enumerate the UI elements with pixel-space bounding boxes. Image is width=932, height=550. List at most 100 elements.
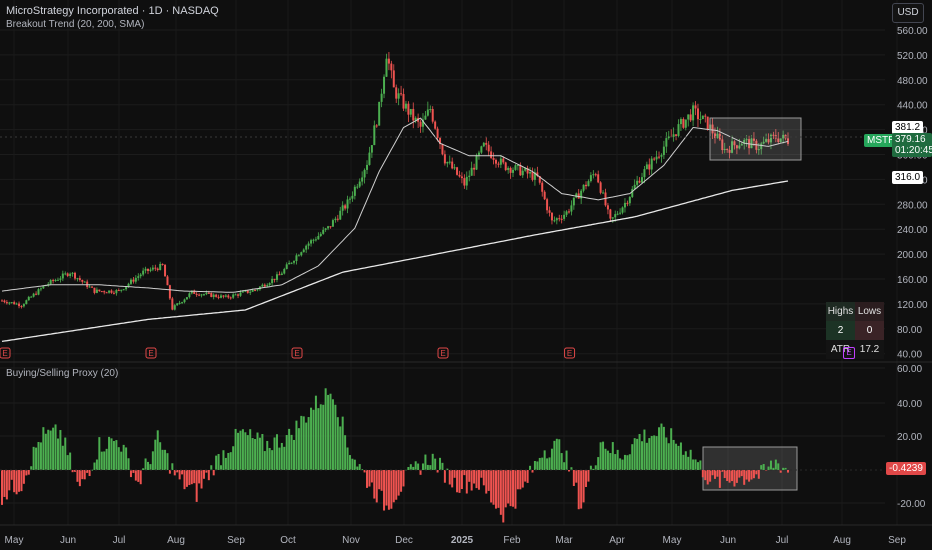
histogram-bar bbox=[679, 442, 682, 470]
histogram-bar bbox=[400, 470, 403, 492]
candle-body bbox=[69, 273, 72, 276]
histogram-bar bbox=[98, 437, 101, 470]
histogram-bar bbox=[670, 428, 673, 470]
histogram-bar bbox=[115, 440, 118, 470]
histogram-bar bbox=[589, 465, 592, 470]
histogram-bar bbox=[151, 451, 154, 470]
candle-body bbox=[499, 158, 502, 165]
histogram-bar bbox=[580, 470, 583, 509]
histogram-bar bbox=[485, 470, 488, 494]
candle-body bbox=[234, 294, 237, 296]
earnings-marker[interactable] bbox=[564, 347, 576, 359]
histogram-bar bbox=[198, 470, 201, 484]
histogram-bar bbox=[611, 442, 614, 470]
candle-body bbox=[682, 118, 685, 128]
candle-body bbox=[64, 273, 67, 275]
histogram-bar bbox=[156, 430, 159, 470]
candle-body bbox=[42, 286, 45, 289]
candle-body bbox=[207, 292, 210, 294]
price-tick-label: 160.00 bbox=[897, 275, 928, 286]
candle-body bbox=[400, 93, 403, 95]
candle-body bbox=[239, 292, 242, 296]
earnings-marker[interactable] bbox=[437, 347, 449, 359]
candle-body bbox=[151, 267, 154, 270]
histogram-bar bbox=[166, 453, 169, 470]
histogram-bar bbox=[662, 426, 665, 470]
histogram-bar bbox=[692, 459, 695, 470]
indicator-tick-label: 60.00 bbox=[897, 364, 922, 375]
histogram-bar bbox=[587, 470, 590, 482]
candle-body bbox=[653, 158, 656, 160]
candle-body bbox=[621, 207, 624, 213]
candle-body bbox=[310, 240, 313, 244]
histogram-bar bbox=[212, 470, 215, 476]
histogram-bar bbox=[188, 470, 191, 486]
earnings-marker[interactable] bbox=[291, 347, 303, 359]
candle-body bbox=[679, 118, 682, 125]
candle-body bbox=[439, 137, 442, 145]
histogram-bar bbox=[69, 452, 72, 470]
candle-body bbox=[718, 133, 721, 140]
candle-body bbox=[375, 125, 378, 127]
highs-header: Highs bbox=[826, 302, 855, 321]
candle-body bbox=[210, 292, 213, 297]
candle-body bbox=[570, 205, 573, 212]
candle-body bbox=[30, 296, 33, 298]
candle-body bbox=[548, 210, 551, 213]
candle-body bbox=[280, 273, 283, 275]
candle-body bbox=[701, 115, 704, 120]
candle-body bbox=[27, 296, 30, 301]
histogram-bar bbox=[368, 470, 371, 487]
time-tick-label: Jul bbox=[113, 535, 126, 546]
candle-body bbox=[176, 303, 179, 306]
histogram-bar bbox=[526, 470, 529, 483]
histogram-bar bbox=[395, 470, 398, 500]
histogram-bar bbox=[300, 415, 303, 470]
candle-body bbox=[609, 209, 612, 219]
earnings-marker[interactable] bbox=[0, 347, 11, 359]
candle-body bbox=[672, 134, 675, 137]
histogram-bar bbox=[37, 441, 40, 470]
histogram-bar bbox=[774, 459, 777, 470]
histogram-bar bbox=[750, 470, 753, 480]
earnings-marker[interactable] bbox=[145, 347, 157, 359]
histogram-bar bbox=[47, 429, 50, 470]
indicator-tick-label: 20.00 bbox=[897, 432, 922, 443]
candle-body bbox=[241, 291, 244, 293]
histogram-bar bbox=[553, 440, 556, 470]
histogram-bar bbox=[687, 456, 690, 470]
histogram-bar bbox=[473, 470, 476, 484]
histogram-bar bbox=[499, 470, 502, 515]
time-tick-label: Sep bbox=[888, 535, 906, 546]
candle-body bbox=[266, 284, 269, 287]
histogram-bar bbox=[529, 465, 532, 470]
histogram-bar bbox=[633, 438, 636, 470]
histogram-bar bbox=[709, 470, 712, 482]
candle-body bbox=[249, 291, 252, 293]
histogram-bar bbox=[701, 470, 704, 478]
histogram-bar bbox=[178, 470, 181, 480]
histogram-bar bbox=[378, 470, 381, 490]
histogram-bar bbox=[8, 470, 11, 491]
earnings-marker-label: E bbox=[440, 349, 445, 358]
candle-body bbox=[156, 268, 159, 270]
candle-body bbox=[385, 58, 388, 77]
candle-body bbox=[660, 155, 663, 157]
histogram-bar bbox=[665, 437, 668, 470]
price-tick-label: 440.00 bbox=[897, 101, 928, 112]
candle-body bbox=[684, 119, 687, 128]
histogram-bar bbox=[606, 450, 609, 470]
future-earnings-marker[interactable]: E bbox=[843, 347, 855, 359]
histogram-bar bbox=[623, 454, 626, 470]
histogram-bar bbox=[711, 470, 714, 476]
time-tick-label: Nov bbox=[342, 535, 360, 546]
histogram-bar bbox=[353, 459, 356, 470]
candle-body bbox=[154, 267, 157, 269]
histogram-bar bbox=[546, 458, 549, 470]
candle-body bbox=[419, 121, 422, 127]
currency-button[interactable]: USD bbox=[892, 3, 924, 23]
lows-header: Lows bbox=[855, 302, 884, 321]
candle-body bbox=[254, 289, 257, 291]
histogram-bar bbox=[699, 460, 702, 470]
